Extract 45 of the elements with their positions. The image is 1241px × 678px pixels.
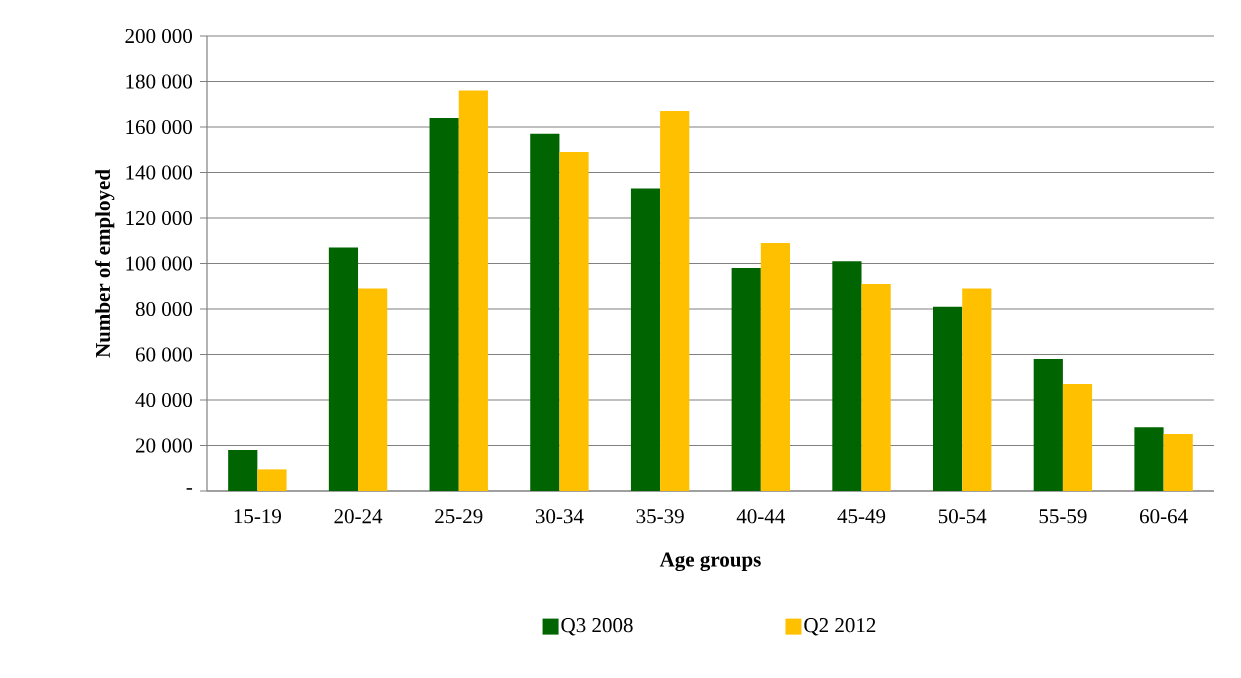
x-axis-title: Age groups — [659, 552, 761, 572]
bar — [1033, 359, 1063, 491]
y-tick-label: 140 000 — [126, 165, 192, 180]
y-tick-label: 20 000 — [135, 438, 192, 453]
legend-label: Q3 2008 — [561, 618, 633, 636]
bar — [760, 243, 791, 491]
y-tick-label: 80 000 — [135, 301, 192, 317]
x-tick-label: 20-24 — [334, 509, 383, 524]
bar — [530, 133, 560, 491]
bar — [559, 152, 589, 491]
x-tick-label: 30-34 — [535, 509, 584, 524]
x-tick-label: 15-19 — [234, 509, 281, 524]
bar — [861, 283, 891, 491]
bar — [962, 288, 992, 491]
bar — [358, 288, 388, 491]
bar — [933, 306, 963, 491]
bar — [1163, 434, 1193, 491]
y-tick-label: 40 000 — [135, 392, 192, 408]
bar — [429, 117, 459, 491]
bar — [458, 90, 488, 491]
y-tick-label: 180 000 — [126, 74, 192, 89]
y-tick-label: 60 000 — [135, 347, 192, 362]
x-tick-label: 25-29 — [435, 509, 483, 524]
bar — [1134, 427, 1164, 491]
x-tick-label: 50-54 — [938, 509, 987, 524]
x-tick-label: 60-64 — [1140, 509, 1188, 524]
bar — [328, 247, 359, 491]
bar — [832, 261, 862, 491]
y-tick-label: - — [186, 488, 193, 490]
bar — [660, 111, 690, 491]
bar — [630, 188, 661, 491]
x-tick-label: 35-39 — [636, 509, 684, 524]
y-tick-label: 120 000 — [126, 210, 192, 226]
x-tick-label: 55-59 — [1039, 509, 1087, 524]
bar — [1062, 384, 1093, 491]
x-tick-label: 45-49 — [837, 509, 886, 524]
bar — [228, 450, 258, 491]
y-tick-label: 200 000 — [125, 28, 192, 44]
bar — [731, 268, 761, 491]
bar — [257, 469, 287, 491]
y-tick-label: 100 000 — [126, 256, 192, 271]
legend-label: Q2 2012 — [804, 618, 876, 636]
y-axis-title: Number of employed — [95, 169, 115, 358]
y-tick-label: 160 000 — [126, 119, 192, 135]
x-tick-label: 40-44 — [736, 509, 785, 524]
